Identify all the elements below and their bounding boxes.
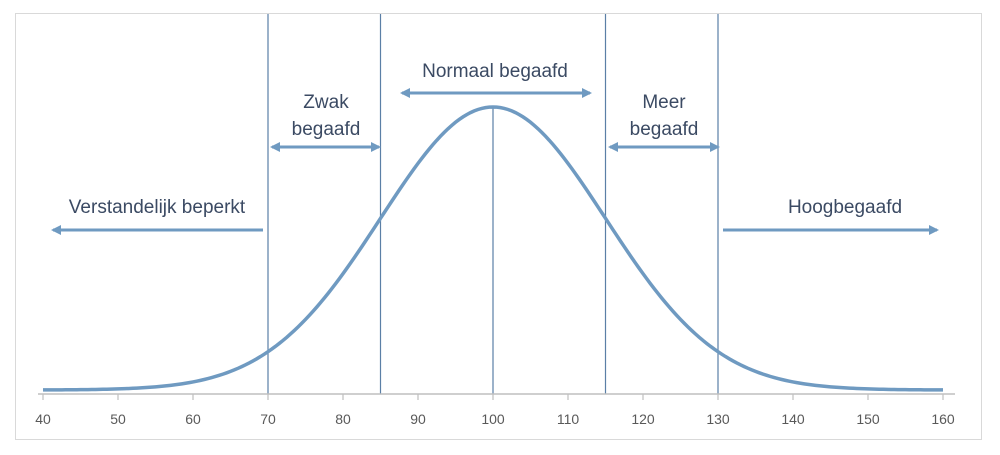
category-label-verstandelijk-line-1: Verstandelijk beperkt — [69, 197, 246, 218]
x-tick-label-120: 120 — [631, 411, 655, 427]
x-tick-label-110: 110 — [557, 411, 580, 427]
category-label-meer-line-1: Meer — [642, 92, 686, 113]
category-label-hoog-line-1: Hoogbegaafd — [788, 197, 902, 218]
x-tick-label-140: 140 — [781, 411, 805, 427]
x-tick-label-100: 100 — [481, 411, 505, 427]
x-tick-label-150: 150 — [856, 411, 880, 427]
category-label-zwak-line-1: Zwak — [303, 92, 349, 113]
category-label-zwak-line-2: begaafd — [292, 119, 361, 140]
normal-distribution-curve — [42, 105, 944, 392]
x-tick-label-60: 60 — [185, 411, 201, 427]
x-tick-label-80: 80 — [335, 411, 351, 427]
x-tick-label-160: 160 — [931, 411, 955, 427]
x-tick-label-70: 70 — [260, 411, 276, 427]
x-tick-label-40: 40 — [35, 411, 51, 427]
category-label-meer-line-2: begaafd — [630, 119, 699, 140]
x-tick-label-90: 90 — [410, 411, 426, 427]
x-tick-label-130: 130 — [706, 411, 730, 427]
x-tick-label-50: 50 — [110, 411, 126, 427]
category-label-normaal-line-1: Normaal begaafd — [422, 61, 568, 82]
chart-frame — [15, 13, 982, 440]
